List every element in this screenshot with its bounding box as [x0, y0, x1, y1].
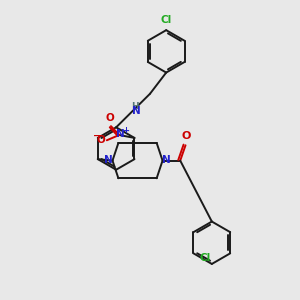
Text: Cl: Cl: [160, 15, 172, 25]
Text: H: H: [131, 102, 138, 111]
Text: N: N: [132, 106, 140, 116]
Text: N: N: [104, 155, 113, 165]
Text: N: N: [116, 129, 124, 139]
Text: Cl: Cl: [200, 253, 211, 263]
Text: −: −: [93, 131, 101, 141]
Text: O: O: [182, 130, 191, 141]
Text: N: N: [162, 155, 171, 165]
Text: +: +: [122, 126, 129, 135]
Text: O: O: [97, 135, 105, 145]
Text: O: O: [105, 112, 114, 123]
